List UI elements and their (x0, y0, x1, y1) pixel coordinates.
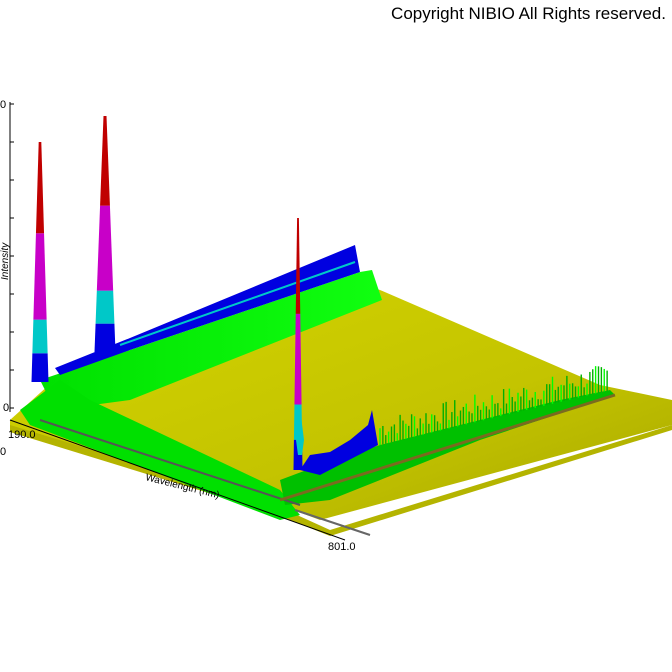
y-ticks (10, 103, 14, 409)
peak-2-band-4 (100, 116, 110, 206)
peak-1 (31, 142, 49, 382)
peak-2 (94, 116, 116, 352)
lower-band-green (20, 380, 300, 520)
peaks (31, 116, 378, 475)
y-axis-title: Intensity (0, 242, 11, 280)
back-ridge-blue (55, 245, 360, 375)
back-ridge-cyan-line (119, 261, 356, 346)
peak-1-band-2 (32, 319, 48, 354)
y-tick-label-top: 0 (0, 99, 6, 111)
peak-2-band-3 (96, 205, 114, 291)
peak-1-band-4 (35, 142, 45, 234)
peak-2-band-2 (95, 290, 115, 324)
x-tick-label-start: 190.0 (8, 429, 36, 441)
rail-front (279, 393, 616, 502)
peak-3-band-4 (295, 218, 301, 314)
rail-back (39, 419, 301, 506)
peak-3-band-3 (294, 313, 302, 405)
peak-2-band-1 (94, 323, 116, 352)
copyright-notice: Copyright NIBIO All Rights reserved. (391, 4, 666, 23)
peak-1-band-3 (33, 233, 47, 320)
noise-spikes (379, 366, 608, 445)
x-tick-label-end: 801.0 (328, 541, 356, 553)
peak-1-band-1 (31, 353, 49, 382)
x-axis (9, 419, 346, 541)
y-tick-label-zero: 0 (3, 402, 9, 414)
front-blue-band (300, 410, 378, 475)
rail-floor (294, 509, 371, 536)
front-cyan-band (296, 408, 304, 455)
y-tick-label-bottom: 0 (0, 446, 6, 458)
